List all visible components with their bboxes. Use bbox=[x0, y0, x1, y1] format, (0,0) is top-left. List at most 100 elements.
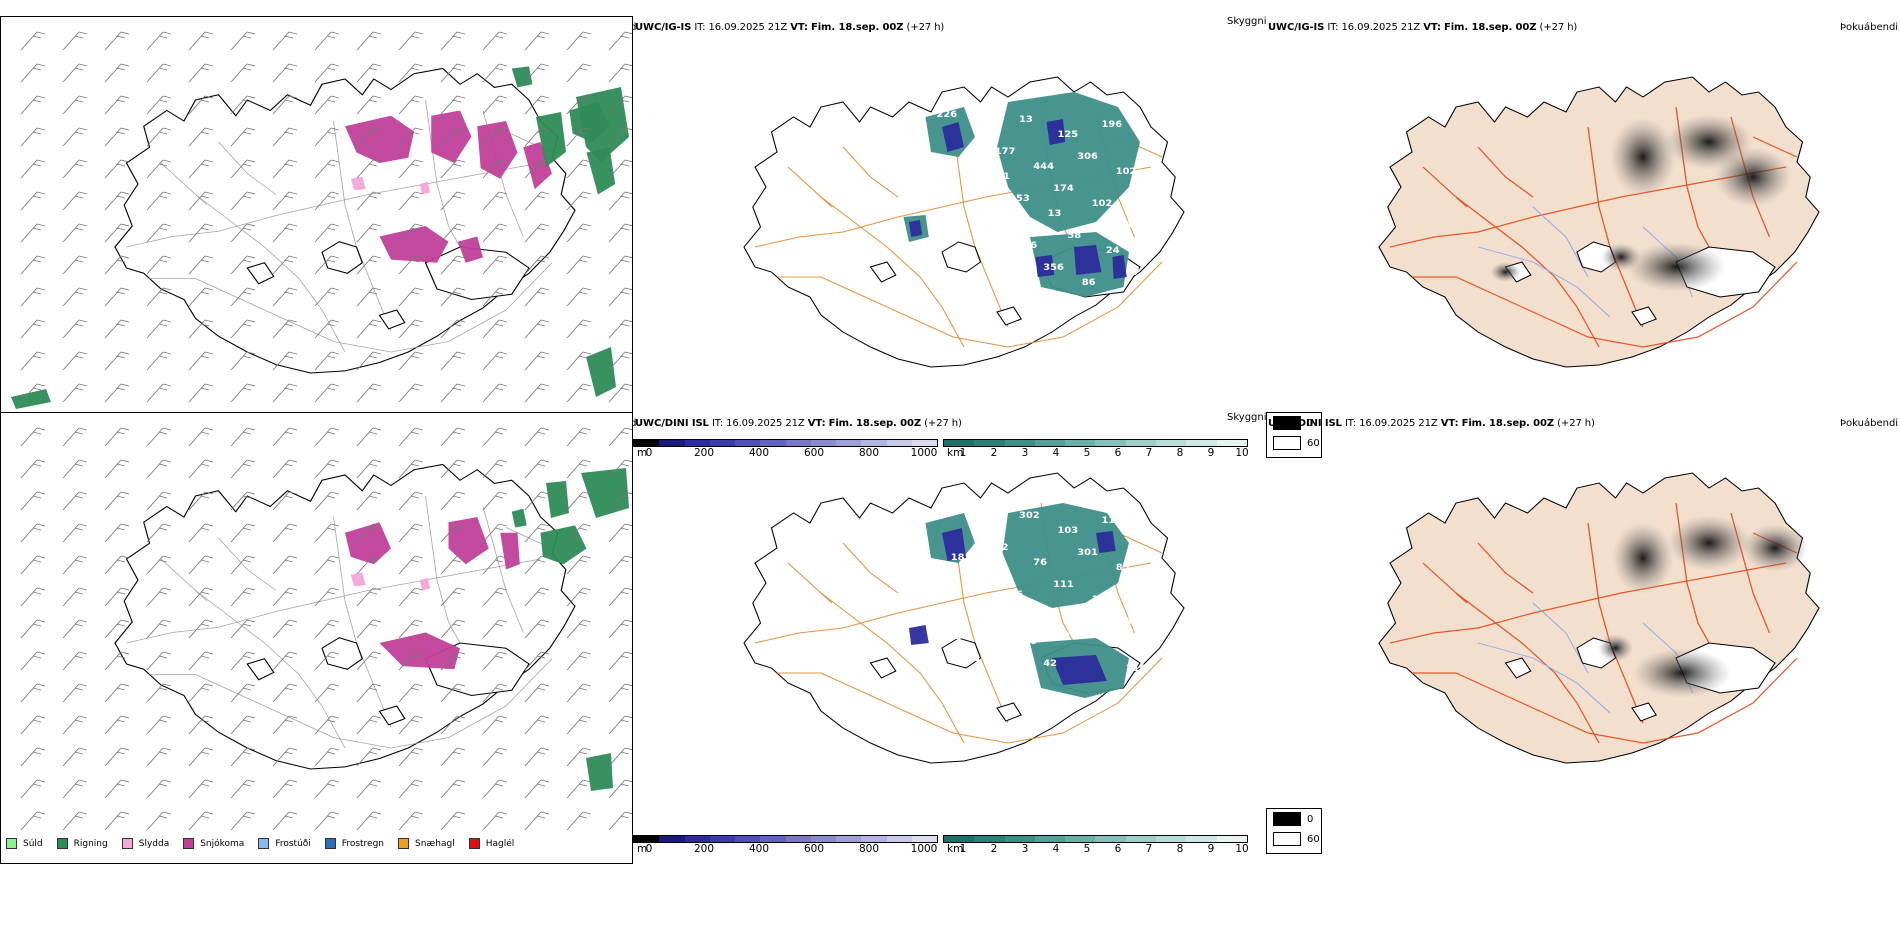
colorbar-tick: 200 bbox=[693, 447, 715, 459]
precip-legend-item: Frostregn bbox=[324, 838, 385, 849]
visibility-map: 226 177 174 353 11 13 306 92 340 356 196 180 153 58 87… bbox=[743, 76, 1185, 368]
colorbar-tick: 400 bbox=[748, 447, 770, 459]
visibility-map: 35 62 111 128 211 302 301 79 79 42 116 18 96 25 116 13 7… bbox=[743, 472, 1185, 764]
cloud-base-value: 76 bbox=[1033, 557, 1047, 567]
colorbar-tick: 2 bbox=[990, 843, 998, 855]
cloud-base-value: 174 bbox=[1053, 183, 1074, 193]
colorbar-cell bbox=[684, 440, 710, 446]
colorbar-cell bbox=[1095, 440, 1126, 446]
colorbar-cell bbox=[634, 440, 660, 446]
cloud-base-value: 80 bbox=[965, 203, 979, 213]
colorbar-cell bbox=[760, 440, 786, 446]
fog-legend-min: 60 bbox=[1307, 833, 1320, 845]
it-value: 16.09.2025 21Z bbox=[1359, 418, 1438, 429]
cloud-base-value: 83 bbox=[999, 668, 1013, 678]
colorbar-tick: 1000 bbox=[910, 447, 938, 459]
legend-swatch bbox=[258, 838, 270, 849]
colorbar-cell bbox=[785, 836, 811, 842]
legend-label: Rigning bbox=[73, 838, 108, 849]
cloud-base-value: 24 bbox=[1106, 245, 1120, 255]
colorbar-cell bbox=[1186, 440, 1217, 446]
precip-legend-item: Slydda bbox=[121, 838, 169, 849]
colorbar-cell bbox=[911, 440, 937, 446]
it-value: 16.09.2025 21Z bbox=[708, 22, 788, 33]
cloud-base-value: 86 bbox=[1023, 240, 1037, 250]
colorbar-cell bbox=[1034, 836, 1066, 842]
colorbar-tick: 800 bbox=[858, 447, 880, 459]
colorbar-cell bbox=[1095, 836, 1126, 842]
colorbar-tick: 3 bbox=[1021, 447, 1029, 459]
colorbar-cell bbox=[1034, 440, 1066, 446]
cloud-base-value: 103 bbox=[1058, 525, 1079, 535]
colorbar-cell bbox=[735, 836, 761, 842]
colorbar-cells bbox=[943, 835, 1248, 843]
precip-type-panel: UWC/IG-IS IT: 16.09.2025 21Z VT: Fim. 18… bbox=[0, 12, 637, 552]
cloud-base-value: 102 bbox=[1092, 198, 1113, 208]
precip-legend-item: Súld bbox=[6, 838, 43, 849]
it-label: IT: bbox=[694, 22, 706, 33]
legend-swatch bbox=[183, 838, 195, 849]
cloud-base-value: 306 bbox=[1077, 151, 1098, 161]
cloud-base-value: 116 bbox=[1102, 515, 1123, 525]
colorbar-cell bbox=[709, 836, 735, 842]
fog-legend-swatch-light bbox=[1273, 832, 1301, 846]
fog-legend-row: 0 bbox=[1267, 809, 1321, 829]
colorbar-cell bbox=[810, 836, 836, 842]
legend-label: Frostregn bbox=[341, 838, 385, 849]
cloud-base-value: 127 bbox=[999, 272, 1020, 282]
cloud-base-value: 35 bbox=[937, 505, 951, 515]
precip-legend-item: Snjókoma bbox=[183, 838, 244, 849]
cloud-base-value: 10 bbox=[1023, 636, 1037, 646]
cloud-base-value: 226 bbox=[937, 109, 958, 119]
colorbar-cell bbox=[836, 440, 862, 446]
colorbar-cell bbox=[1004, 836, 1035, 842]
precip-legend-item: Frostúði bbox=[258, 838, 311, 849]
cloud-base-value: 111 bbox=[1053, 579, 1074, 589]
precip-legend-item: Haglél bbox=[468, 838, 514, 849]
colorbar-tick: 0 bbox=[645, 843, 653, 855]
cloud-base-value: 211 bbox=[961, 653, 982, 663]
cloud-base-colorbar: m 0 200 400 600 800 1000 bbox=[633, 439, 938, 459]
visibility-panel: UWC/DINI ISL IT: 16.09.2025 21Z VT: Fim.… bbox=[633, 408, 1322, 948]
cloud-base-value: 11 bbox=[961, 257, 975, 267]
cloud-base-value: 13 bbox=[975, 520, 989, 530]
colorbar-cell bbox=[634, 836, 660, 842]
colorbar-unit: km bbox=[947, 843, 964, 855]
cloud-base-value: 177 bbox=[995, 146, 1016, 156]
colorbar-cell bbox=[944, 836, 975, 842]
cloud-base-value: 180 bbox=[951, 156, 972, 166]
lead-time: (+27 h) bbox=[906, 22, 945, 33]
colorbar-cell bbox=[1065, 440, 1096, 446]
panel-header: UWC/DINI ISL IT: 16.09.2025 21Z VT: Fim.… bbox=[1268, 418, 1595, 429]
colorbar-cell bbox=[944, 440, 975, 446]
colorbar-cell bbox=[1156, 440, 1187, 446]
it-label: IT: bbox=[711, 418, 723, 429]
precip-map-frame bbox=[0, 412, 633, 864]
fog-legend-row: 60 bbox=[1267, 829, 1321, 849]
colorbar-cell bbox=[1156, 836, 1187, 842]
panel-title: Skyggni bbox=[1227, 16, 1267, 27]
cloud-base-value: 301 bbox=[1077, 547, 1098, 557]
model-name: UWC/DINI ISL bbox=[1268, 418, 1342, 429]
vt-label: VT: bbox=[807, 418, 826, 429]
fog-legend-row: 0 bbox=[1267, 413, 1321, 433]
fog-index-legend: 0 60 bbox=[1266, 412, 1322, 458]
cloud-base-value: 79 bbox=[1136, 584, 1150, 594]
fog-legend-row: 60 bbox=[1267, 433, 1321, 453]
fog-map bbox=[1378, 76, 1820, 368]
colorbar-tick: 6 bbox=[1114, 843, 1122, 855]
colorbar-tick: 8 bbox=[1176, 447, 1184, 459]
colorbar-cell bbox=[1065, 836, 1096, 842]
colorbar-tick: 4 bbox=[1052, 843, 1060, 855]
fog-panel: UWC/IG-IS IT: 16.09.2025 21Z VT: Fim. 18… bbox=[1268, 12, 1900, 552]
colorbar-tick: 800 bbox=[858, 843, 880, 855]
legend-label: Súld bbox=[23, 838, 43, 849]
legend-swatch bbox=[121, 838, 133, 849]
colorbar-tick: 0 bbox=[645, 447, 653, 459]
colorbar-cell bbox=[1125, 836, 1157, 842]
visibility-colorbar: km 1 2 3 4 5 6 7 8 9 10 bbox=[943, 439, 1249, 459]
colorbar-tick: 7 bbox=[1145, 447, 1153, 459]
colorbar-unit: km bbox=[947, 447, 964, 459]
colorbar-tick: 10 bbox=[1235, 843, 1249, 855]
colorbar-tick: 400 bbox=[748, 843, 770, 855]
